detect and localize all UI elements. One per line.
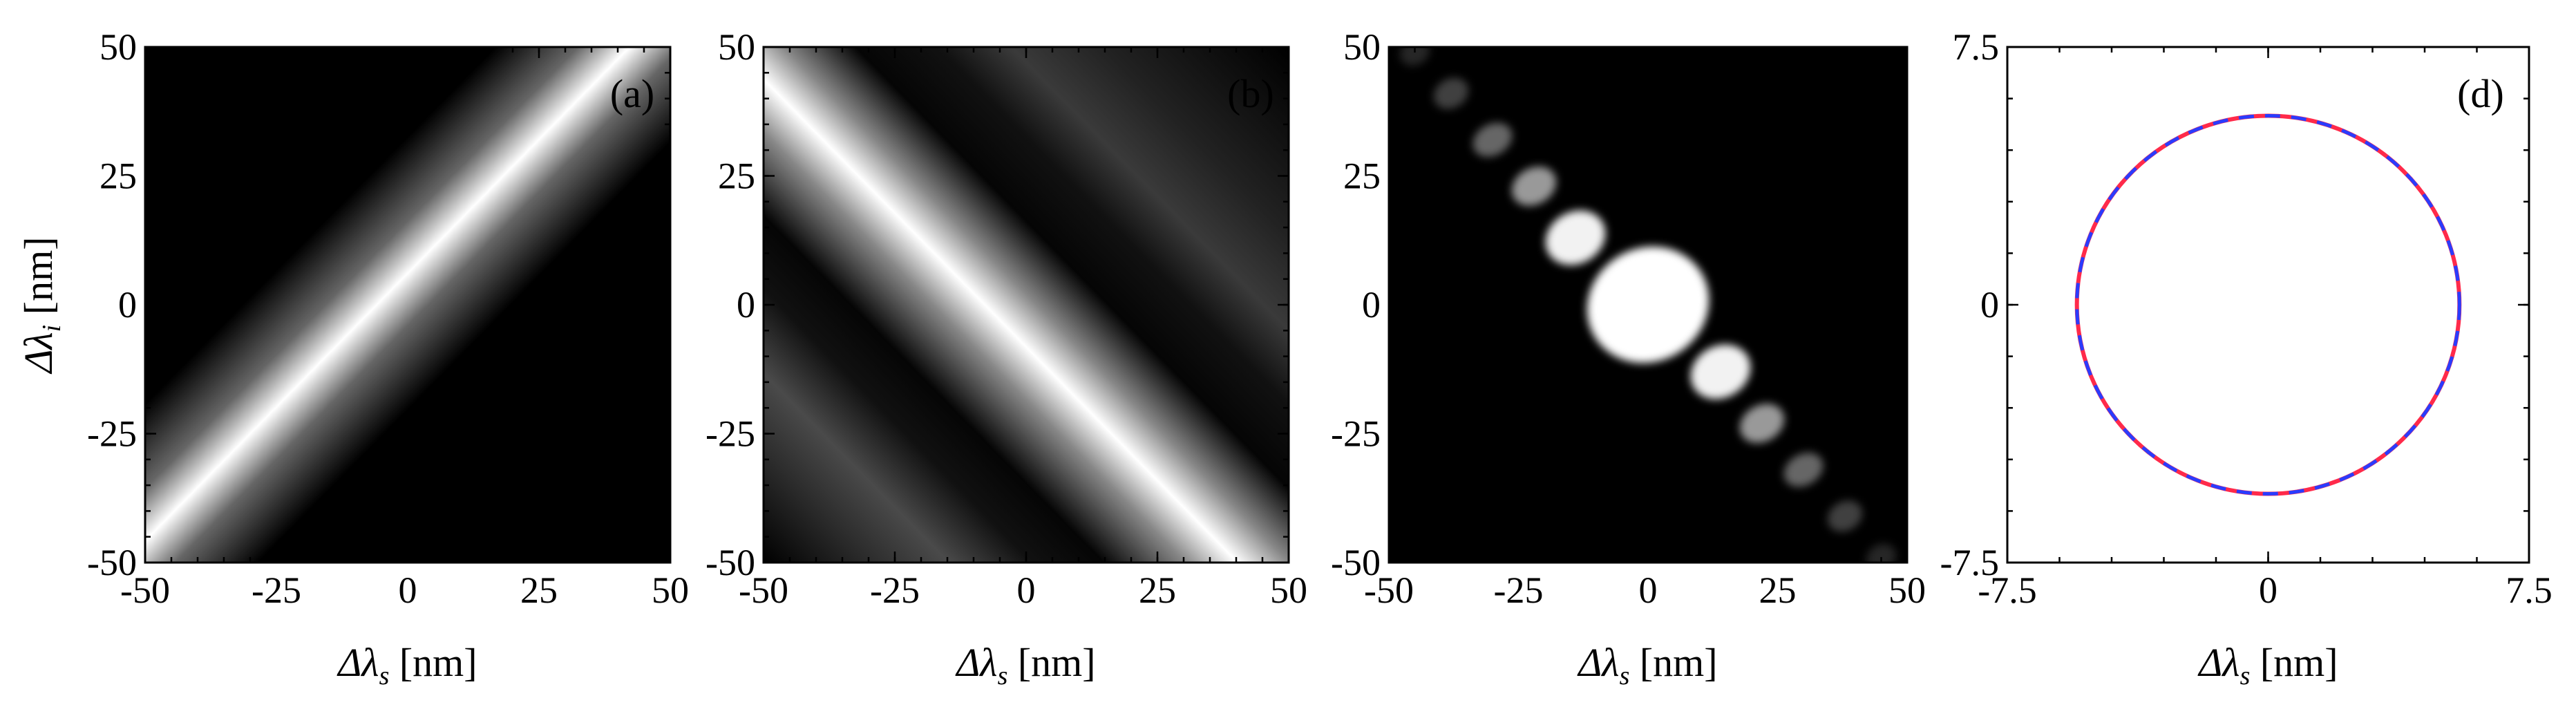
x-tick-label: -25 <box>870 569 920 611</box>
heatmap-c-lobe <box>1783 453 1824 487</box>
panel-label-b: (b) <box>1227 71 1274 116</box>
x-axis-title-d-unit: [nm] <box>2250 640 2338 685</box>
panel-label-a: (a) <box>610 71 654 116</box>
y-tick-labels-a: -50 -25 0 25 50 <box>87 26 137 583</box>
y-tick-label: -50 <box>705 542 755 583</box>
x-tick-label: 7.5 <box>2506 569 2553 611</box>
panel-b: -50 -25 0 25 50 -50 -25 0 25 50 (b) Δλs [nm] <box>705 26 1307 690</box>
x-tick-label: -50 <box>1364 569 1414 611</box>
x-tick-label: -25 <box>1494 569 1544 611</box>
x-tick-label: -25 <box>252 569 301 611</box>
x-tick-label: 0 <box>1639 569 1658 611</box>
y-tick-labels-b: -50 -25 0 25 50 <box>705 26 755 583</box>
x-axis-title-b: Δλs [nm] <box>955 640 1095 690</box>
plot-background-d <box>2007 47 2529 563</box>
heatmap-c-lobes <box>1399 38 1897 572</box>
x-axis-title-a: Δλs [nm] <box>337 640 477 690</box>
x-tick-labels-c: -50 -25 0 25 50 <box>1364 569 1926 611</box>
y-tick-label: 25 <box>718 155 755 197</box>
x-axis-title-a-unit: [nm] <box>389 640 477 685</box>
panel-label-c: (c) <box>1816 71 1860 116</box>
tick-marks-d <box>2006 46 2530 564</box>
y-tick-label: 0 <box>118 284 137 326</box>
tick-marks-b <box>762 46 1290 564</box>
y-axis-title-a-unit: [nm] <box>16 237 61 325</box>
x-axis-title-c-main: Δλ <box>1577 640 1619 685</box>
x-tick-label: 0 <box>399 569 417 611</box>
tick-marks-a <box>144 46 672 564</box>
heatmap-a <box>145 47 670 563</box>
heatmap-c-lobe <box>1587 246 1710 364</box>
x-tick-label: 25 <box>1759 569 1797 611</box>
heatmap-b <box>764 47 1289 563</box>
x-axis-title-d-sub: s <box>2240 661 2251 690</box>
heatmap-c-lobe <box>1739 404 1785 443</box>
y-tick-labels-d: -7.5 0 7.5 <box>1940 26 1999 583</box>
panel-label-d: (d) <box>2457 71 2504 116</box>
y-tick-label: 25 <box>100 155 137 197</box>
y-tick-label: 0 <box>737 284 755 326</box>
x-tick-label: 50 <box>1888 569 1926 611</box>
y-tick-label: 50 <box>1343 26 1381 68</box>
x-tick-label: -50 <box>739 569 788 611</box>
x-axis-title-c-unit: [nm] <box>1629 640 1717 685</box>
y-axis-title-a-main: Δλ <box>16 332 61 374</box>
y-tick-label: -25 <box>1331 413 1381 455</box>
panel-c: -50 -25 0 25 50 -50 -25 0 25 50 (c) Δλs [nm] <box>1331 26 1926 690</box>
heatmap-a-image <box>145 47 670 563</box>
y-tick-label: -50 <box>1331 542 1381 583</box>
x-tick-label: 0 <box>1017 569 1036 611</box>
x-tick-label: 25 <box>520 569 558 611</box>
x-tick-label: -7.5 <box>1978 569 2036 611</box>
x-axis-title-b-main: Δλ <box>955 640 997 685</box>
x-tick-labels-a: -50 -25 0 25 50 <box>120 569 689 611</box>
x-axis-title-a-sub: s <box>379 661 390 690</box>
y-axis-title-a: Δλi [nm] <box>16 237 66 375</box>
x-tick-label: 50 <box>652 569 689 611</box>
heatmap-b-image <box>764 47 1289 563</box>
y-tick-label: 7.5 <box>1953 26 2000 68</box>
panel-d: -7.5 0 7.5 -7.5 0 7.5 (d) Δλs [nm] <box>1940 26 2553 690</box>
x-tick-label: 0 <box>2259 569 2277 611</box>
y-tick-label: 0 <box>1362 284 1381 326</box>
tick-marks-c <box>1388 46 1909 564</box>
circle-series-2 <box>2075 113 2461 496</box>
y-tick-labels-c: -50 -25 0 25 50 <box>1331 26 1381 583</box>
y-tick-label: -50 <box>87 542 137 583</box>
x-axis-title-d-main: Δλ <box>2197 640 2239 685</box>
x-tick-label: 25 <box>1139 569 1176 611</box>
heatmap-c-lobe <box>1472 122 1513 157</box>
y-tick-label: 50 <box>100 26 137 68</box>
heatmap-c-lobe <box>1545 210 1606 265</box>
heatmap-c-lobe <box>1827 500 1863 532</box>
x-tick-labels-b: -50 -25 0 25 50 <box>739 569 1307 611</box>
y-tick-label: 0 <box>1980 284 1999 326</box>
x-axis-title-c-sub: s <box>1620 661 1630 690</box>
curves-d <box>2074 113 2462 496</box>
x-tick-label: 50 <box>1270 569 1307 611</box>
x-axis-title-c: Δλs [nm] <box>1577 640 1717 690</box>
y-axis-title-a-sub: i <box>37 325 66 332</box>
heatmap-c-lobe <box>1690 344 1751 399</box>
x-axis-title-b-unit: [nm] <box>1007 640 1095 685</box>
x-tick-label: -50 <box>120 569 170 611</box>
y-tick-label: 25 <box>1343 155 1381 197</box>
x-tick-labels-d: -7.5 0 7.5 <box>1978 569 2552 611</box>
heatmap-c-lobe <box>1433 77 1469 109</box>
heatmap-c-lobe <box>1511 167 1557 206</box>
y-tick-label: -25 <box>705 413 755 455</box>
x-axis-title-a-main: Δλ <box>337 640 379 685</box>
x-axis-title-d: Δλs [nm] <box>2197 640 2338 690</box>
heatmap-c <box>1389 38 1907 572</box>
y-tick-label: 50 <box>718 26 755 68</box>
y-tick-label: -7.5 <box>1940 542 1999 583</box>
x-axis-title-b-sub: s <box>998 661 1008 690</box>
y-tick-label: -25 <box>87 413 137 455</box>
